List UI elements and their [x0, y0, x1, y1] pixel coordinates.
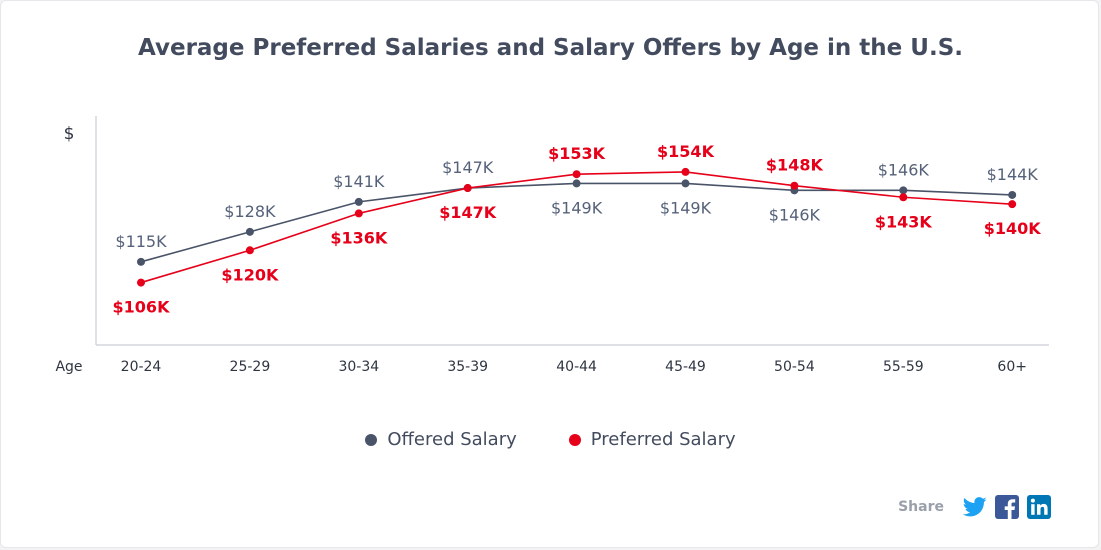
share-bar: Share — [898, 494, 1052, 520]
data-point-preferred[interactable] — [572, 170, 581, 179]
data-point-offered[interactable] — [681, 179, 690, 188]
x-tick-label: 35-39 — [447, 359, 488, 375]
x-tick-label: 60+ — [997, 359, 1027, 375]
legend-item-preferred[interactable]: Preferred Salary — [568, 429, 736, 450]
data-point-offered[interactable] — [899, 186, 908, 195]
legend-label-preferred: Preferred Salary — [590, 429, 736, 450]
legend-item-offered[interactable]: Offered Salary — [365, 429, 517, 450]
data-point-offered[interactable] — [137, 257, 145, 266]
x-tick-label: 45-49 — [665, 359, 706, 375]
data-point-preferred[interactable] — [245, 246, 254, 255]
legend-marker-preferred — [568, 433, 581, 446]
twitter-icon — [963, 497, 987, 517]
data-label-preferred: $143K — [875, 212, 933, 231]
data-point-offered[interactable] — [245, 227, 254, 236]
share-facebook-button[interactable] — [994, 494, 1020, 520]
data-label-offered: $141K — [333, 172, 385, 191]
data-point-preferred[interactable] — [1008, 200, 1017, 209]
data-point-offered[interactable] — [572, 179, 581, 188]
data-label-offered: $115K — [115, 232, 167, 251]
data-point-preferred[interactable] — [681, 167, 690, 176]
data-point-preferred[interactable] — [899, 193, 908, 202]
data-label-preferred: $153K — [548, 144, 606, 163]
data-point-preferred[interactable] — [137, 278, 145, 287]
linkedin-icon — [1027, 495, 1051, 519]
data-label-preferred: $154K — [657, 142, 715, 161]
x-tick-label: 25-29 — [230, 359, 271, 375]
data-point-preferred[interactable] — [463, 184, 472, 193]
chart-legend: Offered Salary Preferred Salary — [1, 429, 1100, 450]
legend-marker-offered — [365, 433, 378, 446]
data-label-offered: $147K — [442, 158, 494, 177]
data-label-preferred: $106K — [113, 298, 171, 317]
x-tick-label: 55-59 — [883, 359, 924, 375]
share-twitter-button[interactable] — [962, 494, 988, 520]
data-label-offered: $149K — [660, 198, 712, 217]
data-label-offered: $149K — [551, 198, 603, 217]
data-point-offered[interactable] — [354, 197, 363, 206]
facebook-icon — [995, 495, 1019, 519]
data-label-preferred: $140K — [984, 219, 1042, 238]
data-point-offered[interactable] — [1008, 190, 1017, 199]
data-label-preferred: $147K — [439, 203, 497, 222]
data-label-preferred: $148K — [766, 156, 824, 175]
x-tick-label: 30-34 — [338, 359, 379, 375]
data-label-offered: $128K — [224, 202, 276, 221]
data-point-preferred[interactable] — [354, 209, 363, 218]
data-label-preferred: $136K — [330, 228, 388, 247]
x-tick-label: 20-24 — [121, 359, 162, 375]
x-tick-label: 40-44 — [556, 359, 597, 375]
data-label-preferred: $120K — [221, 265, 279, 284]
x-tick-label: 50-54 — [774, 359, 815, 375]
share-label: Share — [898, 499, 944, 515]
data-label-offered: $146K — [769, 205, 821, 224]
chart-title: Average Preferred Salaries and Salary Of… — [138, 35, 963, 61]
y-axis-unit-label: $ — [64, 124, 75, 144]
share-linkedin-button[interactable] — [1026, 494, 1052, 520]
data-point-preferred[interactable] — [790, 181, 799, 190]
x-axis-title: Age — [55, 359, 82, 375]
data-label-offered: $144K — [987, 165, 1039, 184]
data-label-offered: $146K — [878, 160, 930, 179]
legend-label-offered: Offered Salary — [387, 429, 517, 450]
